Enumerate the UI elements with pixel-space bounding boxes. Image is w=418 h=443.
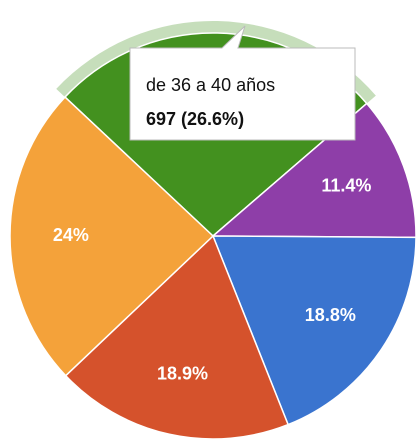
- tooltip-box: [129, 25, 356, 141]
- slice-label: 24%: [53, 225, 89, 245]
- tooltip: de 36 a 40 años 697 (26.6%): [129, 25, 356, 141]
- slice: [64, 234, 290, 440]
- slice: [9, 96, 215, 377]
- highlight-ring: [56, 21, 376, 104]
- tooltip-title: de 36 a 40 años: [146, 75, 275, 95]
- slice-label: 18.9%: [157, 364, 208, 384]
- slice: [211, 235, 417, 426]
- slice-label: 18.8%: [305, 305, 356, 325]
- slice: [210, 102, 417, 239]
- slice-labels: 11.4% 18.8% 18.9% 24%: [53, 176, 372, 384]
- slice-label: 11.4%: [321, 176, 371, 196]
- tooltip-value: 697 (26.6%): [146, 109, 244, 129]
